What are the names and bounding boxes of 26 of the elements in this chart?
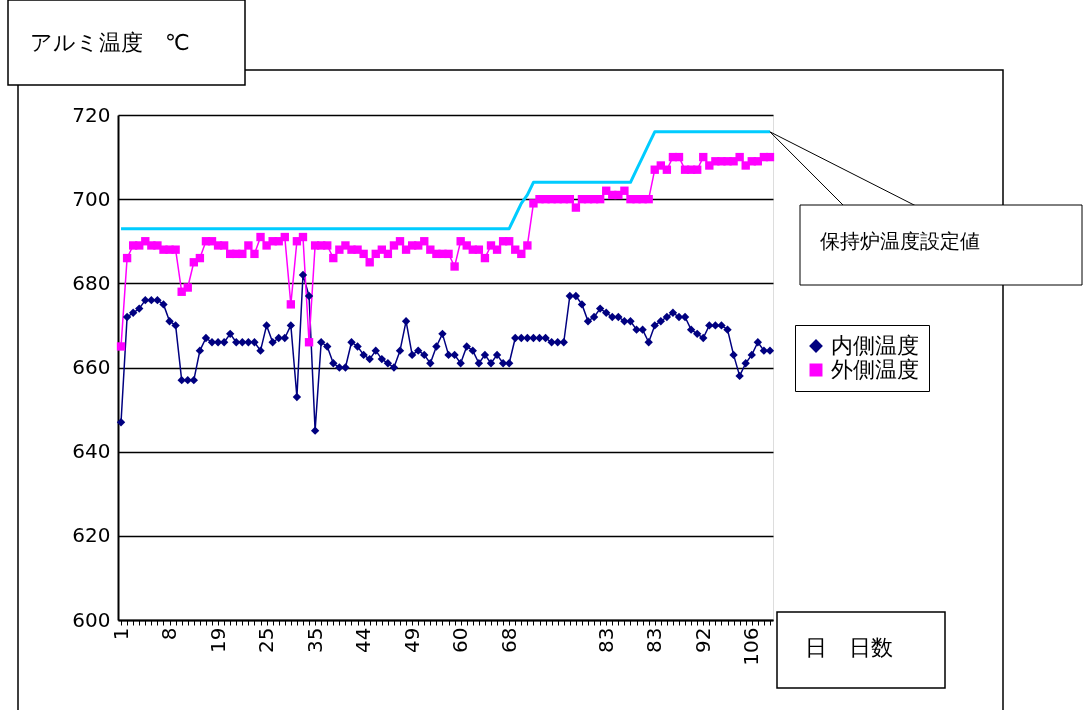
y-axis-title: アルミ温度 ℃ xyxy=(30,30,190,55)
x-axis-title: 日 日数 xyxy=(805,635,893,660)
line-series xyxy=(119,130,772,231)
x-tick-label: 106 xyxy=(739,627,764,666)
x-tick-label: 68 xyxy=(496,627,521,653)
legend-label: 外側温度 xyxy=(831,357,919,382)
x-tick-label: 92 xyxy=(690,627,715,653)
x-tick-label: 44 xyxy=(351,627,376,653)
x-tick-label: 83 xyxy=(593,627,618,653)
y-tick-label: 620 xyxy=(72,523,111,548)
x-tick-label: 8 xyxy=(157,627,182,641)
x-tick-label: 25 xyxy=(254,627,279,653)
y-tick-label: 640 xyxy=(72,439,111,464)
y-tick-label: 720 xyxy=(72,102,111,127)
y-tick-label: 660 xyxy=(72,355,111,379)
x-tick-label: 35 xyxy=(302,627,327,653)
x-tick-label: 1 xyxy=(108,627,133,641)
y-tick-label: 700 xyxy=(72,186,111,211)
x-tick-label: 19 xyxy=(205,627,230,653)
text: 保持炉温度設定値 xyxy=(820,229,980,253)
legend-label: 内側温度 xyxy=(831,333,919,358)
y-tick-label: 680 xyxy=(72,270,111,295)
x-tick-label: 60 xyxy=(448,627,473,653)
x-tick-label: 49 xyxy=(399,627,424,653)
x-tick-label: 83 xyxy=(642,627,667,653)
y-tick-label: 600 xyxy=(72,607,111,632)
